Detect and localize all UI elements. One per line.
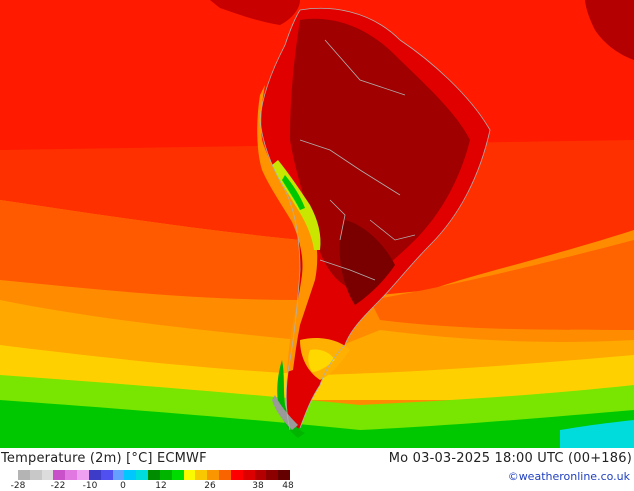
scale-swatch — [29, 470, 43, 480]
patagonia-yellow — [308, 349, 335, 372]
color-scale-bar — [18, 470, 291, 480]
interior-peak — [339, 220, 395, 305]
scale-tick-label: 38 — [252, 481, 264, 491]
scale-tick-label: 12 — [155, 481, 167, 491]
temperature-map[interactable] — [0, 0, 634, 448]
credit-link[interactable]: ©weatheronline.co.uk — [507, 470, 630, 483]
scale-swatch — [65, 470, 78, 480]
scale-swatch — [278, 470, 291, 480]
scale-swatch — [124, 470, 137, 480]
andes-cool-strip — [257, 85, 318, 372]
valid-time: Mo 03-03-2025 18:00 UTC (00+186) — [388, 451, 632, 466]
color-scale-ticks: -28 -22 -10 0 12 26 38 48 — [0, 481, 300, 491]
orange-red-band — [0, 200, 300, 300]
green-band — [0, 400, 634, 448]
yellow-band — [0, 345, 634, 400]
scale-swatch — [230, 470, 244, 480]
map-title: Temperature (2m) [°C] ECMWF — [1, 451, 207, 466]
altiplano-deep-green — [282, 175, 305, 210]
map-canvas — [0, 0, 634, 448]
scale-swatch — [183, 470, 196, 480]
scale-swatch — [266, 470, 279, 480]
scale-swatch — [41, 470, 54, 480]
scale-swatch — [219, 470, 232, 480]
central-america-corner — [210, 0, 300, 25]
scale-swatch — [88, 470, 102, 480]
map-footer: Temperature (2m) [°C] ECMWF Mo 03-03-202… — [0, 448, 634, 491]
scale-swatch — [136, 470, 149, 480]
scale-swatch — [18, 470, 31, 480]
scale-swatch — [171, 470, 185, 480]
tierra-del-fuego-gray — [272, 395, 298, 430]
scale-tick-label: 26 — [204, 481, 216, 491]
scale-swatch — [195, 470, 208, 480]
scale-swatch — [100, 470, 114, 480]
atlantic-orange-band — [370, 240, 634, 330]
scale-swatch — [159, 470, 173, 480]
scale-tick-label: 48 — [282, 481, 294, 491]
africa-corner — [585, 0, 634, 60]
scale-tick-label: -22 — [50, 481, 66, 491]
country-borders — [259, 7, 491, 431]
scale-swatch — [254, 470, 267, 480]
scale-swatch — [112, 470, 125, 480]
scale-swatch — [53, 470, 66, 480]
scale-tick-label: 0 — [120, 481, 126, 491]
scale-swatch — [77, 470, 90, 480]
scale-swatch — [148, 470, 161, 480]
scale-swatch — [242, 470, 255, 480]
scale-swatch — [207, 470, 220, 480]
cool-cyan-band — [560, 420, 634, 448]
continent-hottest — [290, 18, 470, 290]
scale-tick-label: -28 — [10, 481, 26, 491]
scale-tick-label: -10 — [82, 481, 98, 491]
